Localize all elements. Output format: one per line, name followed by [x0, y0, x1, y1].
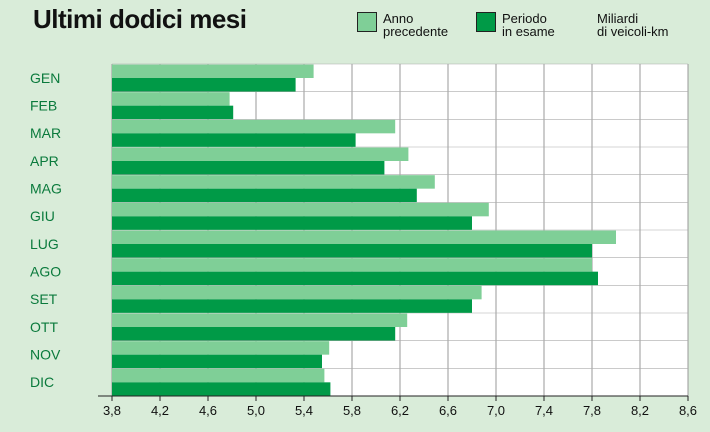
bar-previous-mar	[112, 119, 396, 134]
month-label: GEN	[30, 70, 60, 86]
month-label: APR	[30, 153, 59, 169]
x-tick-label: 7,8	[583, 403, 601, 418]
bar-previous-nov	[112, 341, 330, 355]
legend-swatch-current	[476, 12, 496, 32]
x-tick-label: 4,2	[151, 403, 169, 418]
bar-previous-gen	[112, 64, 314, 78]
month-label: GIU	[30, 208, 55, 224]
bar-previous-set	[112, 285, 482, 300]
legend-current-period: Periodo in esame	[476, 12, 555, 38]
legend-swatch-previous	[357, 12, 377, 32]
unit-label: Miliardi di veicoli-km	[597, 11, 669, 39]
bar-current-nov	[112, 354, 322, 369]
bar-previous-feb	[112, 92, 230, 106]
bar-current-ago	[112, 271, 598, 286]
month-label: FEB	[30, 98, 57, 114]
bar-previous-apr	[112, 147, 409, 161]
x-tick-label: 6,6	[439, 403, 457, 418]
month-label: MAR	[30, 125, 61, 141]
x-tick-label: 7,4	[535, 403, 553, 418]
bar-current-lug	[112, 244, 592, 258]
x-tick-label: 3,8	[103, 403, 121, 418]
chart-title: Ultimi dodici mesi	[33, 4, 247, 34]
legend-previous-year: Anno precedente	[357, 12, 448, 38]
month-label: NOV	[30, 347, 61, 363]
x-tick-label: 5,0	[247, 403, 265, 418]
bar-current-feb	[112, 105, 234, 120]
bar-current-gen	[112, 78, 296, 92]
x-tick-label: 5,4	[295, 403, 313, 418]
x-tick-label: 6,2	[391, 403, 409, 418]
bar-previous-ago	[112, 258, 592, 272]
bar-previous-lug	[112, 230, 616, 244]
x-tick-label: 8,2	[631, 403, 649, 418]
month-label: OTT	[30, 319, 58, 335]
month-label: MAG	[30, 181, 62, 197]
bar-current-giu	[112, 216, 472, 230]
bar-current-mag	[112, 188, 417, 203]
x-tick-label: 4,6	[199, 403, 217, 418]
bar-current-apr	[112, 161, 385, 175]
x-tick-label: 8,6	[679, 403, 697, 418]
bar-current-ott	[112, 327, 396, 341]
legend-label-previous: Anno precedente	[383, 11, 449, 39]
month-label: LUG	[30, 236, 59, 252]
x-tick-label: 7,0	[487, 403, 505, 418]
bar-current-set	[112, 299, 472, 313]
bar-previous-mag	[112, 175, 435, 189]
bar-previous-giu	[112, 202, 489, 217]
month-label: AGO	[30, 264, 61, 280]
month-label: SET	[30, 291, 58, 307]
bar-previous-dic	[112, 368, 325, 383]
bar-current-mar	[112, 133, 356, 147]
legend-label-current: Periodo in esame	[502, 11, 555, 39]
bar-previous-ott	[112, 313, 408, 327]
x-tick-label: 5,8	[343, 403, 361, 418]
month-label: DIC	[30, 374, 54, 390]
bar-current-dic	[112, 382, 331, 396]
